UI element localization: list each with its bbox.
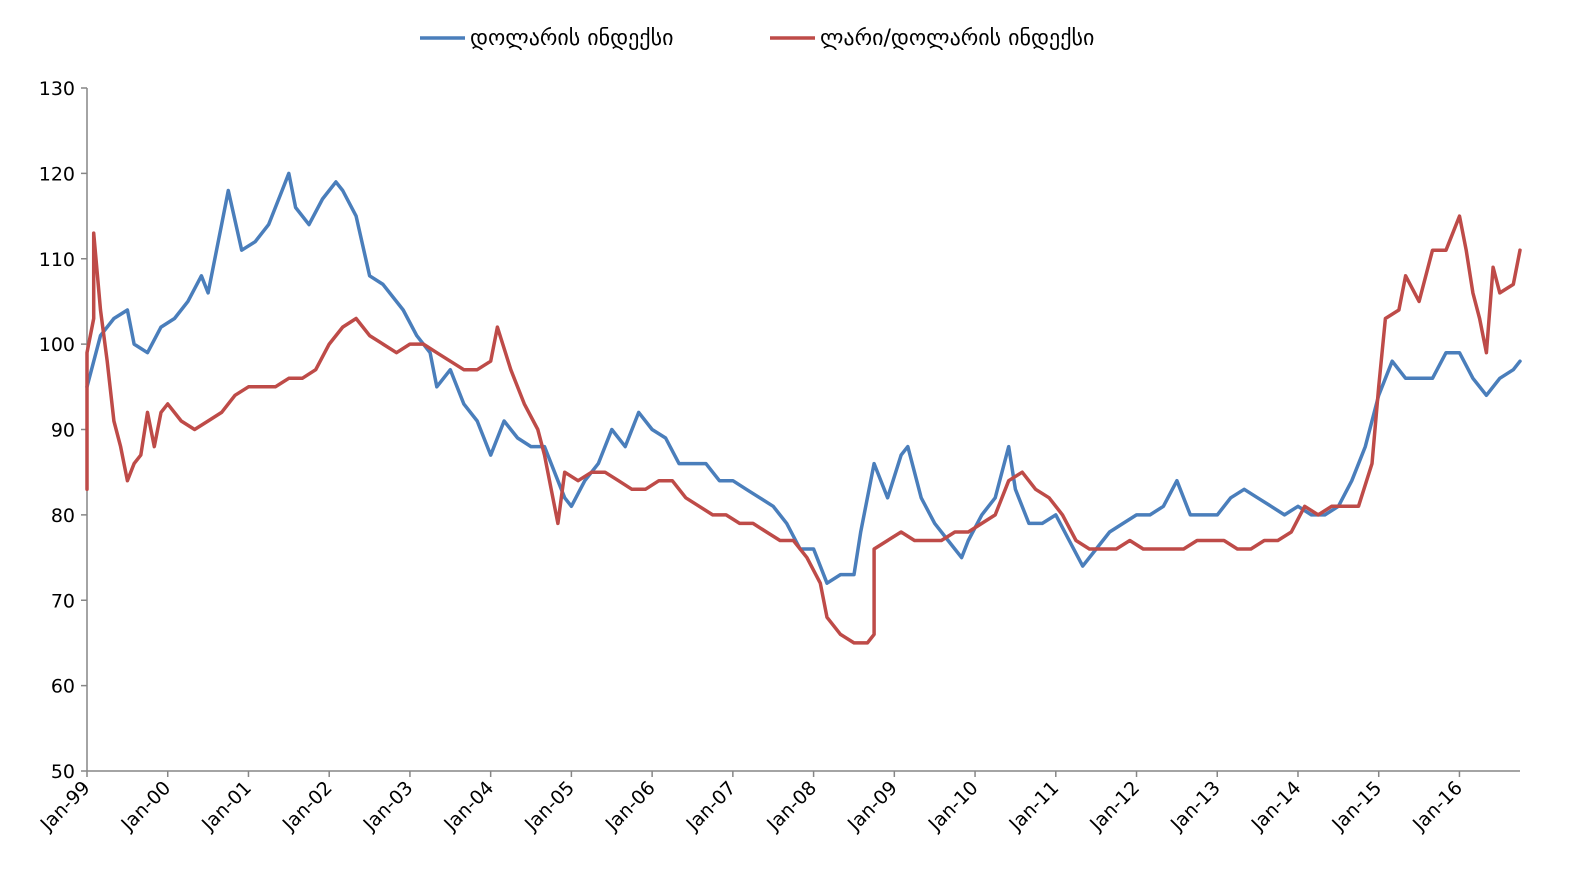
x-tick-label: Jan-09 [843,777,902,836]
x-tick-label: Jan-02 [278,777,337,836]
x-tick-label: Jan-03 [359,777,418,836]
x-tick-label: Jan-01 [197,777,256,836]
x-tick-label: Jan-16 [1408,777,1467,836]
series-line-2 [85,214,1522,645]
y-tick-label: 110 [39,249,75,271]
x-tick-label: Jan-10 [924,777,983,836]
y-tick-label: 100 [39,334,75,356]
x-tick-label: Jan-12 [1085,777,1144,836]
x-tick-label: Jan-14 [1247,777,1306,836]
x-tick-label: Jan-05 [520,777,579,836]
x-tick-label: Jan-99 [36,777,95,836]
x-tick-label: Jan-15 [1327,777,1386,836]
x-tick-label: Jan-07 [681,777,740,836]
y-tick-label: 80 [51,505,75,527]
y-tick-label: 50 [51,761,75,783]
y-tick-label: 90 [51,420,75,442]
y-tick-label: 120 [39,163,75,185]
series-line-1 [85,171,1522,585]
x-tick-label: Jan-00 [116,777,175,836]
legend-label-2: ლარი/დოლარის ინდექსი [820,26,1094,51]
y-tick-label: 70 [51,590,75,612]
y-tick-label: 130 [39,78,75,100]
x-tick-label: Jan-06 [601,777,660,836]
legend-label-1: დოლარის ინდექსი [470,26,673,51]
x-tick-label: Jan-08 [762,777,821,836]
x-tick-label: Jan-11 [1004,777,1063,836]
x-tick-label: Jan-13 [1166,777,1225,836]
y-tick-label: 60 [51,676,75,698]
x-tick-label: Jan-04 [439,777,498,836]
